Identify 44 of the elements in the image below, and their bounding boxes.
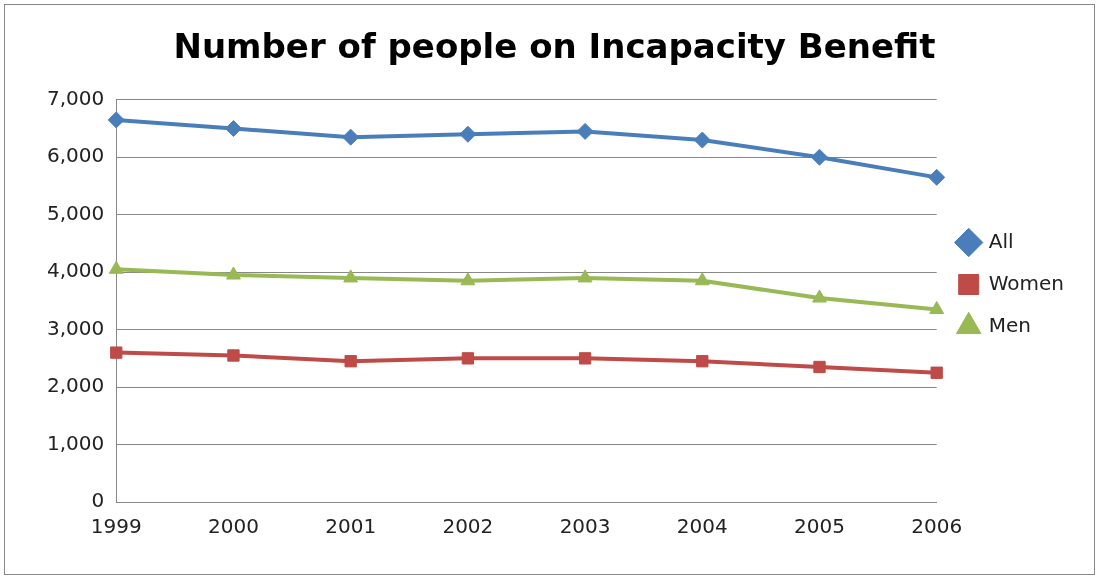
point (696, 355, 709, 368)
x-tick-label: 2005 (794, 514, 845, 539)
point (578, 352, 592, 365)
y-tick-label: 0 (91, 488, 105, 513)
x-tick-label: 1999 (90, 514, 142, 539)
y-tick-label: 2,000 (46, 373, 105, 398)
x-tick-label: 2000 (208, 514, 259, 539)
y-tick-label: 3,000 (46, 315, 105, 340)
point (576, 122, 594, 140)
point (813, 360, 826, 374)
point (810, 148, 828, 166)
x-tick-label: 2003 (559, 514, 611, 539)
point (459, 125, 477, 143)
legend-label: Men (988, 312, 1031, 337)
point (930, 366, 943, 379)
y-tick-label: 6,000 (46, 143, 105, 168)
point (343, 269, 359, 283)
point (110, 346, 123, 359)
chart-title: Number of people on Incapacity Benefit (173, 26, 936, 67)
x-tick-label: 2004 (676, 514, 728, 539)
point (577, 269, 593, 283)
legend-label: All (988, 228, 1014, 253)
legend-label: Women (988, 270, 1065, 295)
point (693, 131, 711, 149)
point (694, 272, 710, 286)
point (460, 272, 476, 286)
point (224, 120, 242, 138)
point (108, 260, 124, 274)
y-tick-label: 7,000 (46, 86, 105, 110)
point (461, 352, 475, 365)
point (107, 111, 125, 129)
point (226, 266, 241, 280)
y-tick-label: 1,000 (46, 430, 105, 455)
point (344, 355, 357, 368)
x-tick-label: 2006 (911, 514, 963, 539)
point (227, 349, 240, 362)
y-tick-label: 4,000 (46, 258, 105, 283)
point (812, 289, 827, 303)
point (928, 168, 946, 186)
x-tick-label: 2002 (442, 514, 494, 539)
x-tick-label: 2001 (325, 514, 377, 539)
point (929, 301, 945, 315)
y-tick-label: 5,000 (46, 200, 105, 225)
point (342, 128, 360, 146)
